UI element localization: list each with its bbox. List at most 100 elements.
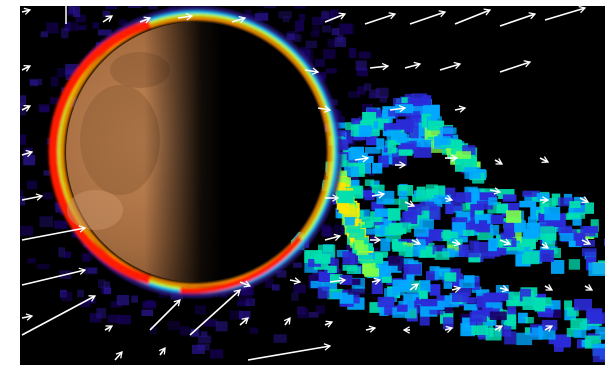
haze-cell	[64, 22, 78, 32]
plume-cell	[372, 162, 383, 174]
haze-cell	[167, 321, 181, 331]
plume-cell	[383, 218, 392, 228]
plume-cell	[404, 306, 417, 319]
plume-cell	[483, 307, 493, 317]
flow-arrow	[579, 196, 590, 203]
plume-cell	[425, 188, 439, 198]
flow-arrow	[584, 284, 594, 291]
flow-arrow	[231, 15, 247, 24]
plume-cell	[588, 262, 605, 276]
flow-arrow	[544, 284, 554, 291]
flow-arrow	[239, 317, 249, 326]
haze-cell	[238, 310, 251, 320]
haze-cell	[87, 268, 97, 274]
haze-cell	[272, 284, 280, 291]
plume-cell	[378, 155, 389, 168]
haze-cell	[131, 295, 138, 303]
haze-cell	[203, 319, 218, 327]
plume-cell	[392, 307, 409, 318]
plume-cell	[569, 201, 581, 208]
haze-cell	[255, 6, 262, 7]
plume-cell	[506, 300, 524, 307]
plume-cell	[384, 305, 398, 316]
haze-cell	[119, 19, 128, 26]
flow-arrow	[324, 233, 342, 241]
plume-cell	[358, 125, 372, 134]
haze-cell	[349, 47, 357, 58]
haze-cell	[368, 92, 376, 99]
plume-cell	[397, 304, 408, 312]
flow-arrow	[177, 13, 194, 21]
flow-arrow	[21, 295, 97, 336]
plume-cell	[387, 139, 397, 154]
flow-arrow	[21, 105, 32, 112]
flow-arrow	[494, 325, 504, 332]
plume-cell	[507, 306, 517, 315]
haze-cell	[323, 49, 336, 59]
plume-cell	[522, 190, 541, 197]
plume-cell	[364, 192, 375, 201]
plume-cell	[339, 292, 354, 304]
plume-cell	[367, 128, 380, 137]
haze-cell	[20, 102, 23, 110]
haze-cell	[329, 99, 338, 106]
flow-arrow	[317, 105, 332, 113]
plume-cell	[414, 115, 424, 123]
plume-cell	[468, 220, 483, 232]
haze-cell	[75, 14, 86, 23]
haze-cell	[92, 22, 99, 29]
haze-cell	[64, 251, 71, 258]
flow-arrow	[371, 277, 382, 285]
flow-arrow	[21, 193, 44, 201]
plume-cell	[330, 258, 339, 273]
haze-cell	[46, 22, 59, 34]
plume-cell	[469, 317, 483, 326]
plume-cell	[554, 343, 564, 352]
plume-cell	[407, 219, 423, 229]
plume-cell	[376, 138, 385, 150]
flow-arrow	[104, 325, 114, 332]
plume-cell	[489, 224, 500, 236]
haze-cell	[61, 292, 73, 302]
haze-cell	[107, 314, 120, 323]
plume-cell	[371, 282, 383, 295]
plume-cell	[434, 136, 451, 146]
plume-cell	[525, 317, 534, 324]
flow-arrow	[283, 316, 291, 326]
haze-cell	[190, 328, 200, 337]
plume-cell	[410, 111, 421, 119]
flow-arrow	[494, 158, 504, 165]
plume-cell	[443, 317, 454, 330]
plume-cell	[429, 266, 440, 274]
plume-cell	[444, 304, 453, 314]
plume-cell	[327, 265, 337, 273]
haze-cell	[43, 170, 50, 176]
plume-cell	[362, 112, 377, 126]
plume-cell	[445, 202, 454, 215]
plume-cell	[329, 274, 343, 284]
flow-arrow	[544, 325, 554, 332]
plume-cell	[480, 188, 498, 197]
flow-arrow	[409, 10, 447, 25]
plume-cell	[469, 240, 480, 250]
plume-cell	[371, 201, 384, 211]
plume-cell	[548, 337, 558, 345]
plume-cell	[344, 166, 359, 177]
plume-cell	[461, 203, 477, 211]
haze-cell	[68, 6, 75, 15]
plume-cell	[434, 185, 446, 197]
plume-cell	[479, 192, 497, 201]
plume-cell	[526, 236, 536, 250]
plume-cell	[398, 246, 413, 258]
plume-cell	[519, 200, 537, 208]
haze-cell	[238, 292, 253, 304]
haze-cell	[368, 167, 375, 176]
plume-cell	[584, 202, 594, 214]
plume-cell	[308, 259, 321, 267]
haze-cell	[278, 11, 292, 19]
plume-cell	[388, 109, 398, 117]
flow-arrow	[114, 351, 123, 361]
haze-cell	[331, 28, 340, 36]
plume-cell	[416, 190, 432, 200]
haze-cell	[43, 192, 53, 200]
